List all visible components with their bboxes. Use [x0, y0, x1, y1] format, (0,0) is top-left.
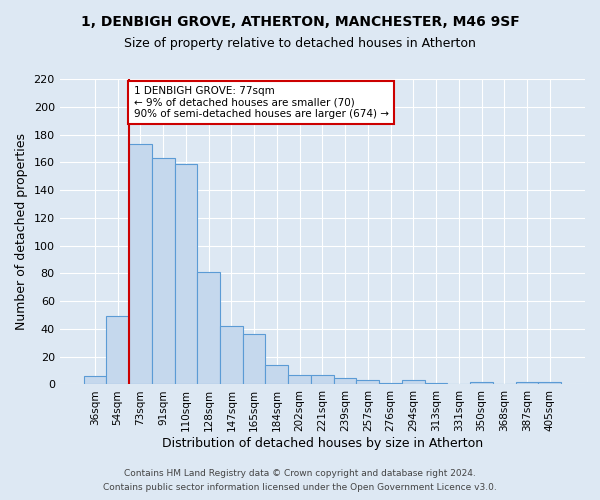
- Bar: [425, 383, 448, 384]
- Bar: [220, 326, 243, 384]
- Text: 1, DENBIGH GROVE, ATHERTON, MANCHESTER, M46 9SF: 1, DENBIGH GROVE, ATHERTON, MANCHESTER, …: [80, 15, 520, 29]
- Y-axis label: Number of detached properties: Number of detached properties: [15, 133, 28, 330]
- Bar: [288, 374, 311, 384]
- Bar: [311, 374, 334, 384]
- Bar: [152, 158, 175, 384]
- Text: 1 DENBIGH GROVE: 77sqm
← 9% of detached houses are smaller (70)
90% of semi-deta: 1 DENBIGH GROVE: 77sqm ← 9% of detached …: [134, 86, 389, 119]
- Bar: [470, 382, 493, 384]
- Bar: [334, 378, 356, 384]
- Bar: [243, 334, 265, 384]
- Bar: [83, 376, 106, 384]
- Bar: [197, 272, 220, 384]
- Bar: [356, 380, 379, 384]
- Text: Size of property relative to detached houses in Atherton: Size of property relative to detached ho…: [124, 38, 476, 51]
- Bar: [106, 316, 129, 384]
- Text: Contains HM Land Registry data © Crown copyright and database right 2024.: Contains HM Land Registry data © Crown c…: [124, 468, 476, 477]
- Bar: [129, 144, 152, 384]
- Bar: [175, 164, 197, 384]
- X-axis label: Distribution of detached houses by size in Atherton: Distribution of detached houses by size …: [162, 437, 483, 450]
- Bar: [265, 365, 288, 384]
- Bar: [515, 382, 538, 384]
- Bar: [402, 380, 425, 384]
- Bar: [538, 382, 561, 384]
- Bar: [379, 383, 402, 384]
- Text: Contains public sector information licensed under the Open Government Licence v3: Contains public sector information licen…: [103, 484, 497, 492]
